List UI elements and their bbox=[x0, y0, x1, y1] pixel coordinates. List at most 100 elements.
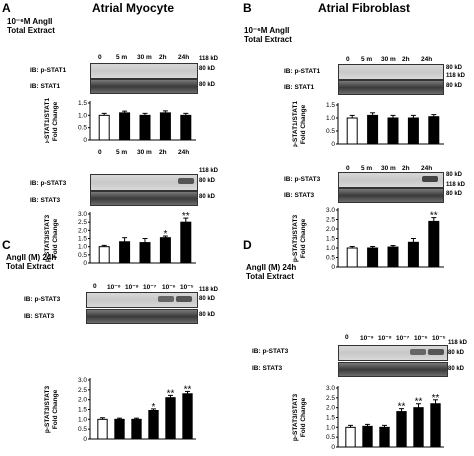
bar bbox=[119, 112, 131, 141]
bar bbox=[98, 246, 110, 264]
lane-label: 30 m bbox=[381, 165, 396, 172]
bar bbox=[430, 403, 441, 448]
bar-chart-b-stat3: p-STAT3/STAT3 Fold Change 0 0.5 1.0 1.5 2.0 2.5… bbox=[292, 207, 444, 270]
panel-title-b: Atrial Fibroblast bbox=[318, 1, 411, 15]
ib-label-pstat3: IB: p-STAT3 bbox=[252, 348, 289, 355]
bar bbox=[182, 393, 193, 440]
bar bbox=[180, 114, 192, 141]
lane-label: 24h bbox=[178, 149, 190, 156]
blot-stat3 bbox=[338, 188, 444, 203]
blot-stat3 bbox=[338, 362, 448, 377]
lane-label: 24h bbox=[421, 56, 433, 63]
lane-label: 10⁻⁷ bbox=[143, 284, 157, 291]
y-axis-label: p-STAT3/STAT3 bbox=[44, 386, 51, 434]
ib-label-pstat3: IB: p-STAT3 bbox=[30, 180, 67, 187]
lane-label: 24h bbox=[178, 54, 190, 61]
y-tick-label: 1.5 bbox=[78, 236, 87, 243]
blot-pstat1 bbox=[338, 64, 444, 80]
y-tick-label: 1.0 bbox=[326, 115, 335, 122]
lane-label: 5 m bbox=[116, 149, 128, 156]
ib-label-stat1: IB: STAT1 bbox=[30, 83, 61, 90]
y-tick-label: 0.5 bbox=[326, 128, 335, 135]
bar bbox=[379, 426, 390, 448]
ib-label-pstat3: IB: p-STAT3 bbox=[24, 296, 61, 303]
ib-label-pstat1: IB: p-STAT1 bbox=[30, 67, 67, 74]
lane-label: 10⁻⁶ bbox=[162, 284, 176, 291]
panel-title-a: Atrial Myocyte bbox=[92, 1, 175, 15]
blot-band bbox=[178, 178, 194, 184]
y-tick-label: 1.5 bbox=[326, 102, 335, 109]
significance-label: ** bbox=[182, 211, 190, 222]
bar bbox=[98, 114, 110, 141]
marker-118: 118 kD bbox=[199, 168, 219, 174]
marker-80: 80 kD bbox=[199, 312, 216, 318]
panel-letter-b: B bbox=[243, 1, 252, 15]
bar bbox=[165, 397, 176, 440]
y-axis-label: Fold Change bbox=[300, 104, 307, 144]
y-tick-label: 0 bbox=[331, 141, 335, 147]
lane-label: 2h bbox=[402, 56, 410, 63]
y-tick-label: 1.5 bbox=[326, 236, 335, 243]
bar bbox=[346, 247, 358, 268]
lane-label: 0 bbox=[345, 334, 349, 341]
bar bbox=[367, 114, 379, 145]
marker-80: 80 kD bbox=[199, 296, 216, 302]
marker-80: 80 kD bbox=[448, 350, 465, 356]
bar bbox=[139, 242, 151, 264]
bar bbox=[387, 246, 399, 268]
y-tick-label: 3.0 bbox=[326, 385, 335, 392]
marker-80: 80 kD bbox=[448, 366, 465, 372]
y-axis-label: Fold Change bbox=[300, 218, 307, 258]
treatment-label-d: AngII (M) 24h Total Extract bbox=[246, 263, 297, 281]
y-tick-label: 2.5 bbox=[326, 217, 335, 224]
y-tick-label: 1.0 bbox=[78, 416, 87, 423]
y-tick-label: 0.5 bbox=[78, 426, 87, 433]
treatment-label-b: 10⁻⁶M AngII Total Extract bbox=[244, 26, 292, 44]
y-tick-label: 2.5 bbox=[78, 219, 87, 226]
bar bbox=[180, 221, 192, 264]
y-tick-label: 2.0 bbox=[78, 397, 87, 404]
lane-label: 2h bbox=[159, 54, 167, 61]
y-tick-label: 1.5 bbox=[326, 415, 335, 422]
lane-label: 0 bbox=[98, 54, 102, 61]
panel-letter-d: D bbox=[243, 238, 252, 252]
lane-label: 5 m bbox=[361, 56, 373, 63]
lane-label: 0 bbox=[93, 283, 97, 290]
y-tick-label: 1.0 bbox=[326, 245, 335, 252]
ib-label-pstat1: IB: p-STAT1 bbox=[284, 68, 321, 75]
y-tick-label: 1.5 bbox=[78, 407, 87, 414]
y-axis-label: Fold Change bbox=[52, 101, 59, 141]
bar-chart-a-stat3: p-STAT3/STAT3 Fold Change 00.51.01.5 2.02.5… bbox=[44, 211, 196, 266]
marker-80: 80 kD bbox=[199, 194, 216, 200]
bar bbox=[119, 241, 131, 264]
significance-label: ** bbox=[398, 402, 406, 413]
lane-label: 10⁻⁷ bbox=[396, 335, 410, 342]
bar bbox=[346, 117, 358, 145]
y-tick-label: 0 bbox=[331, 264, 335, 270]
treatment-label-a: 10⁻⁶M AngII Total Extract bbox=[7, 17, 55, 35]
marker-80: 80 kD bbox=[199, 66, 216, 72]
significance-label: * bbox=[152, 402, 156, 413]
y-axis-label: p-STAT1/STAT1 bbox=[44, 98, 51, 143]
y-axis-label: p-STAT3/STAT3 bbox=[292, 215, 299, 263]
lane-label: 0 bbox=[346, 165, 350, 172]
y-tick-label: 0 bbox=[83, 260, 87, 266]
marker-118: 118 kD bbox=[446, 182, 466, 188]
y-tick-label: 3.0 bbox=[78, 211, 87, 218]
lane-label: 5 m bbox=[361, 165, 373, 172]
bar-chart-c-stat3: p-STAT3/STAT3 Fold Change 0 0.5 1.0 1.5 2.0 2.5… bbox=[44, 377, 196, 442]
panel-letter-a: A bbox=[2, 1, 11, 15]
y-tick-label: 0.5 bbox=[78, 252, 87, 259]
y-tick-label: 2.0 bbox=[326, 226, 335, 233]
lane-label: 30 m bbox=[381, 56, 396, 63]
lane-label: 0 bbox=[346, 56, 350, 63]
blot-band bbox=[410, 349, 426, 355]
y-tick-label: 3.0 bbox=[326, 207, 335, 214]
bar bbox=[345, 426, 356, 448]
blot-pstat3 bbox=[90, 174, 198, 191]
lane-label: 10⁻⁶ bbox=[414, 335, 428, 342]
blot-band bbox=[176, 296, 192, 302]
blot-stat3 bbox=[86, 309, 198, 324]
ib-label-stat3: IB: STAT3 bbox=[24, 313, 55, 320]
lane-label: 30 m bbox=[137, 149, 152, 156]
